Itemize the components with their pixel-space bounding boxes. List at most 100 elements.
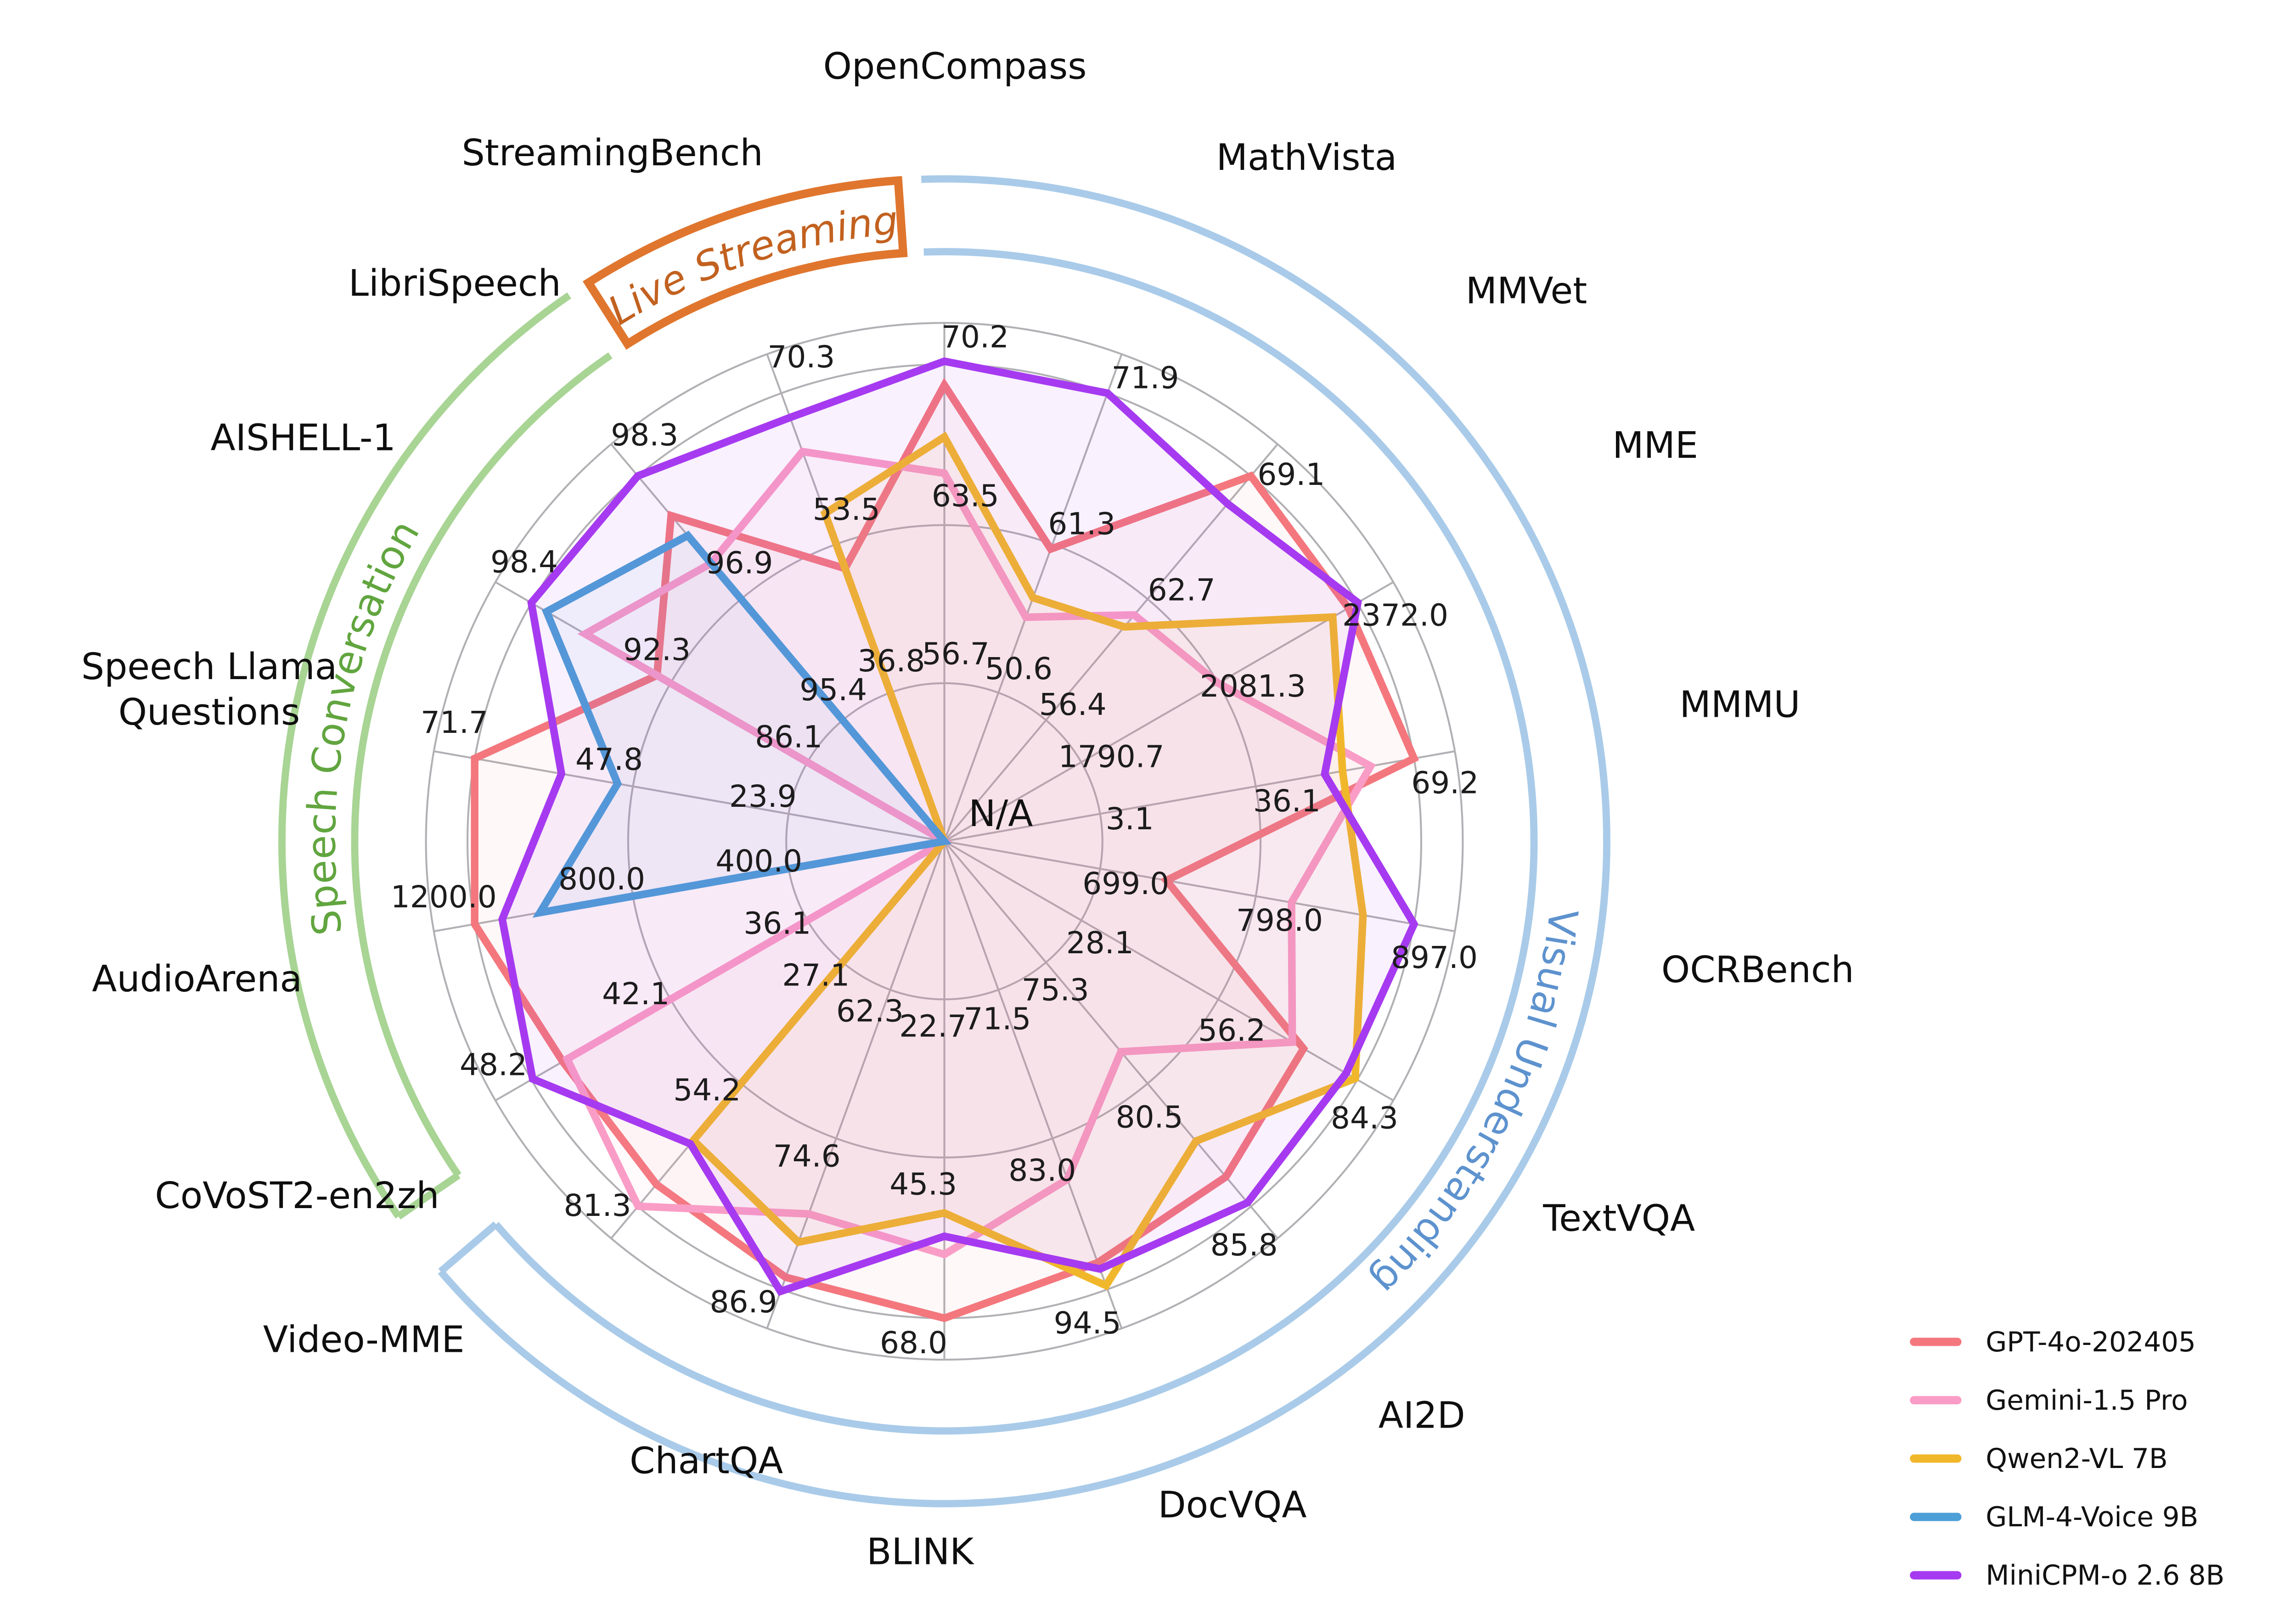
legend-item: MiniCPM-o 2.6 8B	[1910, 1560, 2224, 1592]
tick-label: 897.0	[1391, 940, 1478, 975]
legend-item: Gemini-1.5 Pro	[1910, 1385, 2188, 1417]
axis-spoke	[766, 841, 945, 1329]
center-na-label: N/A	[968, 792, 1033, 835]
tick-label: 2081.3	[1200, 669, 1306, 704]
tick-label: 36.1	[743, 906, 811, 941]
tick-label: 74.6	[773, 1138, 841, 1174]
tick-label: 98.4	[490, 544, 558, 579]
group-band-outer-arc	[438, 175, 1610, 1507]
series-polygons	[471, 357, 1419, 1322]
tick-label: 47.8	[575, 742, 643, 777]
axis-label-docvqa: DocVQA	[1158, 1483, 1307, 1526]
tick-label: 3.1	[1106, 801, 1154, 837]
tick-label: 61.3	[1048, 506, 1115, 541]
tick-label: 84.3	[1331, 1101, 1398, 1136]
axis-spoke	[433, 750, 945, 843]
tick-label: 75.3	[1022, 973, 1089, 1008]
tick-label: 71.5	[963, 1001, 1031, 1037]
axis-label-audioarena: AudioArena	[92, 957, 302, 1000]
group-band-endcap	[396, 1172, 461, 1220]
tick-label: 86.1	[755, 720, 822, 755]
axis-label-video-mme: Video-MME	[263, 1318, 465, 1361]
legend-swatch	[1910, 1454, 1962, 1463]
axis-label-librispeech: LibriSpeech	[349, 262, 561, 304]
tick-label: 798.0	[1236, 903, 1323, 938]
tick-label: 800.0	[558, 861, 645, 897]
axis-spoke	[944, 581, 1394, 842]
tick-label: 70.3	[767, 339, 835, 375]
tick-label: 62.3	[836, 994, 904, 1029]
tick-label: 45.3	[889, 1166, 957, 1202]
legend: GPT-4o-202405 Gemini-1.5 Pro Qwen2-VL 7B GL…	[1910, 1327, 2224, 1592]
tick-label: 81.3	[564, 1188, 631, 1223]
legend-swatch	[1910, 1338, 1962, 1346]
tick-label: 27.1	[782, 958, 850, 993]
legend-label: GLM-4-Voice 9B	[1986, 1502, 2198, 1533]
tick-label: 23.9	[729, 779, 797, 814]
group-band-endcap	[438, 1221, 499, 1274]
axis-label-blink: BLINK	[867, 1530, 974, 1573]
axis-label-textvqa: TextVQA	[1542, 1197, 1695, 1239]
tick-label: 36.8	[858, 643, 925, 679]
axis-labels: OpenCompass MathVista MMVet MME MMMU OCRBench…	[81, 45, 1854, 1573]
group-band-outer-arc	[278, 292, 571, 1219]
tick-label: 56.2	[1198, 1012, 1266, 1048]
tick-label: 53.5	[813, 492, 880, 527]
series-polygon-minicpm-o-2-6-8b	[498, 357, 1418, 1296]
axis-spoke	[944, 840, 1394, 1102]
tick-label: 2372.0	[1342, 597, 1448, 633]
tick-label: 63.5	[932, 478, 999, 514]
tick-label: 71.9	[1112, 360, 1179, 396]
axis-label-ocrbench: OCRBench	[1661, 948, 1854, 991]
axis-label-chartqa: ChartQA	[630, 1440, 783, 1482]
tick-label: 1200.0	[391, 879, 497, 915]
axis-label-mmvet: MMVet	[1466, 269, 1587, 312]
tick-label: 1790.7	[1058, 739, 1165, 775]
axis-label-mathvista: MathVista	[1216, 136, 1397, 179]
axis-spoke	[943, 443, 1278, 842]
axis-label-mmmu: MMMU	[1679, 683, 1800, 726]
tick-label: 50.6	[985, 651, 1052, 686]
axis-spoke	[944, 840, 1455, 933]
axis-label-ai2d: AI2D	[1379, 1394, 1465, 1437]
tick-label: 94.5	[1054, 1305, 1121, 1341]
tick-label: 400.0	[715, 844, 802, 879]
tick-label: 42.1	[602, 976, 670, 1012]
group-band-inner-arc	[351, 352, 613, 1177]
tick-label: 56.7	[922, 636, 990, 671]
tick-label: 83.0	[1008, 1153, 1076, 1188]
tick-label: 699.0	[1082, 866, 1169, 901]
tick-label: 69.2	[1411, 765, 1479, 801]
axis-spoke	[943, 841, 1123, 1329]
tick-label: 98.3	[611, 417, 678, 453]
legend-item: Qwen2-VL 7B	[1910, 1443, 2168, 1475]
tick-label: 80.5	[1116, 1099, 1183, 1135]
tick-label: 48.2	[460, 1047, 527, 1083]
legend-item: GLM-4-Voice 9B	[1910, 1502, 2198, 1533]
tick-label: 95.4	[799, 672, 867, 708]
tick-label: 85.8	[1210, 1227, 1278, 1263]
tick-label: 71.7	[421, 705, 488, 740]
series-polygon-glm-4-voice-9b	[532, 530, 952, 918]
tick-label: 86.9	[709, 1284, 777, 1320]
legend-label: Gemini-1.5 Pro	[1986, 1385, 2188, 1417]
tick-label: 70.2	[941, 320, 1009, 355]
axis-label-opencompass: OpenCompass	[823, 45, 1087, 88]
tick-label: 22.7	[899, 1009, 967, 1044]
series-polygon-qwen2-vl-7b	[688, 431, 1367, 1291]
axis-label-mme: MME	[1612, 424, 1698, 467]
group-box-outline	[582, 176, 908, 350]
axis-label-speech-llama-questions: Speech Llama Questions	[81, 645, 337, 733]
legend-swatch	[1910, 1396, 1962, 1405]
axis-spoke	[943, 840, 1278, 1239]
legend-label: MiniCPM-o 2.6 8B	[1986, 1560, 2224, 1592]
tick-label: 68.0	[880, 1325, 947, 1361]
axis-label-covost2-en2zh: CoVoST2-en2zh	[155, 1174, 439, 1217]
tick-label: 56.4	[1039, 687, 1107, 722]
tick-label: 28.1	[1066, 925, 1134, 961]
legend-label: Qwen2-VL 7B	[1986, 1443, 2167, 1475]
tick-label: 92.3	[623, 632, 691, 668]
tick-label: 69.1	[1257, 457, 1325, 492]
